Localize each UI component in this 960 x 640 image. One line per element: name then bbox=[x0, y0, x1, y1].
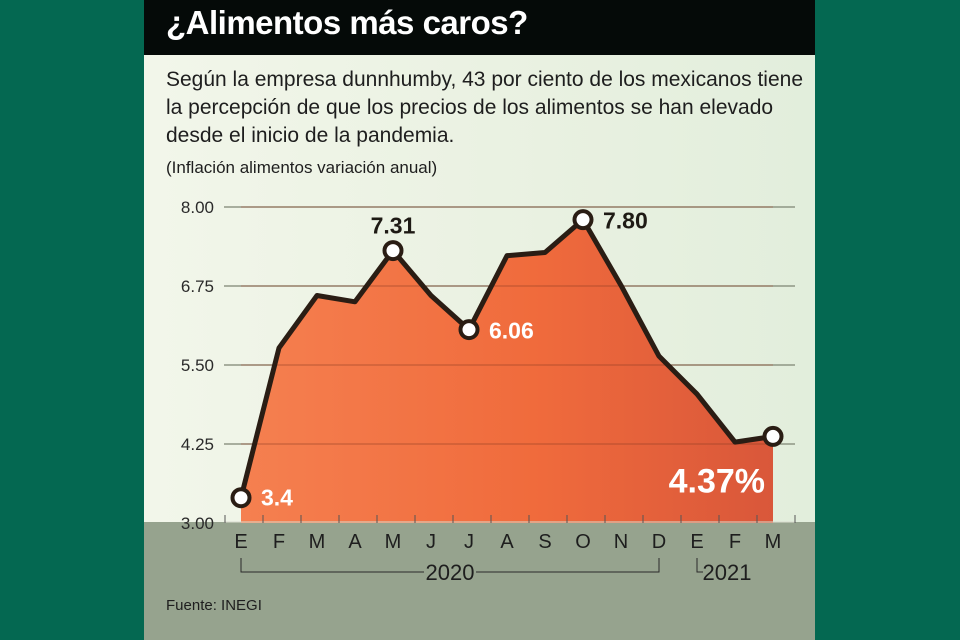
x-tick-label: O bbox=[575, 531, 591, 553]
line-layer bbox=[238, 217, 776, 501]
data-label: 3.4 bbox=[261, 485, 293, 511]
area-layer bbox=[241, 206, 773, 523]
x-tick-label: D bbox=[652, 531, 666, 553]
chart-subtitle: (Inflación alimentos variación anual) bbox=[166, 158, 438, 177]
y-tick-label: 8.00 bbox=[181, 198, 214, 217]
data-point-marker bbox=[230, 487, 252, 509]
infographic-panel: ¿Alimentos más caros? Según la empresa d… bbox=[144, 0, 815, 640]
x-tick-label: J bbox=[464, 531, 474, 553]
source-note: Fuente: INEGI bbox=[166, 597, 262, 614]
year-label: 2020 bbox=[426, 560, 475, 585]
data-point-marker bbox=[762, 425, 784, 447]
data-point-marker bbox=[458, 319, 480, 341]
data-point-marker bbox=[572, 209, 594, 231]
bottom-band bbox=[144, 522, 815, 640]
title-bar: ¿Alimentos más caros? bbox=[144, 0, 815, 55]
year-bracket bbox=[476, 558, 660, 573]
x-tick-label: E bbox=[234, 531, 247, 553]
x-tick-label: S bbox=[538, 531, 551, 553]
description-text: Según la empresa dunnhumby, 43 por cient… bbox=[166, 68, 804, 147]
x-tick-label: M bbox=[385, 531, 402, 553]
data-label: 7.31 bbox=[371, 213, 416, 239]
data-label: 7.80 bbox=[603, 208, 648, 234]
y-tick-label: 6.75 bbox=[181, 277, 214, 296]
y-tick-label: 3.00 bbox=[181, 514, 214, 533]
x-tick-label: E bbox=[690, 531, 703, 553]
year-label: 2021 bbox=[703, 560, 752, 585]
data-label: 4.37% bbox=[669, 462, 765, 500]
label-layer: 3.4 7.31 6.06 7.80 4.37% bbox=[230, 208, 784, 511]
x-tick-label: J bbox=[426, 531, 436, 553]
x-tick-label: N bbox=[614, 531, 628, 553]
y-tick-label: 5.50 bbox=[181, 356, 214, 375]
data-label: 6.06 bbox=[489, 318, 534, 344]
x-tick-label: M bbox=[765, 531, 782, 553]
x-tick-label: F bbox=[273, 531, 285, 553]
x-tick-label: M bbox=[309, 531, 326, 553]
series-line bbox=[238, 217, 776, 501]
area-chart: 8.006.755.504.253.00 E F M A M J J A S O N D E F M2020… bbox=[181, 198, 796, 585]
year-bracket bbox=[696, 558, 703, 573]
year-bracket bbox=[240, 558, 424, 573]
x-tick-label: A bbox=[500, 531, 514, 553]
area-fill bbox=[241, 219, 773, 523]
x-tick-label: F bbox=[729, 531, 741, 553]
data-point-marker bbox=[382, 240, 404, 262]
chart-title: ¿Alimentos más caros? bbox=[166, 4, 528, 41]
x-tick-label: A bbox=[348, 531, 362, 553]
y-tick-label: 4.25 bbox=[181, 435, 214, 454]
